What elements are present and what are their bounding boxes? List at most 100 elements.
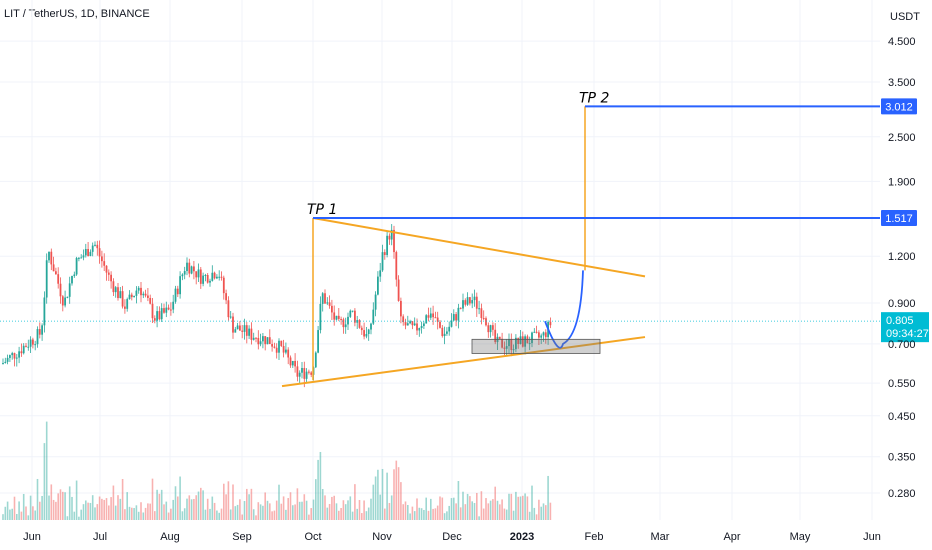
volume-bar xyxy=(324,495,326,520)
candle-body xyxy=(331,305,333,313)
volume-bar xyxy=(71,496,73,520)
volume-bar xyxy=(312,499,315,520)
candle-body xyxy=(80,257,83,259)
volume-bar xyxy=(236,504,239,520)
symbol-title: LIT / TetherUS, 1D, BINANCE xyxy=(4,8,150,20)
volume-bar xyxy=(2,514,4,520)
candle-body xyxy=(498,336,501,339)
candle-body xyxy=(450,320,453,327)
volume-bar xyxy=(542,503,545,520)
candle-body xyxy=(319,303,322,331)
volume-bar xyxy=(528,511,531,520)
price-level-badge xyxy=(881,98,917,115)
candle-body xyxy=(381,252,384,271)
volume-bar xyxy=(308,514,310,520)
volume-bar xyxy=(501,499,503,520)
candle-body xyxy=(11,353,14,356)
volume-bar xyxy=(439,496,441,520)
volume-bar xyxy=(114,505,117,520)
volume-bar xyxy=(34,510,36,520)
tp-label: TP 1 xyxy=(307,202,337,218)
candle-body xyxy=(236,325,239,330)
candles xyxy=(2,224,552,388)
volume-bar xyxy=(480,491,483,520)
volume-bar xyxy=(508,493,510,520)
volume-bar xyxy=(482,508,485,520)
volume-bar xyxy=(499,504,501,520)
candle-body xyxy=(519,336,522,344)
candle-body xyxy=(137,287,140,291)
candle-body xyxy=(107,272,110,275)
candle-body xyxy=(446,331,448,334)
volume-bar xyxy=(404,501,407,520)
volume-bar xyxy=(188,495,191,520)
candle-body xyxy=(282,345,285,353)
candle-body xyxy=(18,351,20,358)
candle-body xyxy=(202,275,204,284)
candle-body xyxy=(485,318,487,326)
volume-bar xyxy=(87,502,89,520)
volume-bar xyxy=(39,501,41,520)
candle-body xyxy=(48,251,50,261)
volume-bar xyxy=(485,498,487,520)
volume-bar xyxy=(103,499,105,520)
volume-bar xyxy=(239,499,241,520)
volume-bar xyxy=(206,498,209,520)
volume-bar xyxy=(524,493,526,520)
candle-body xyxy=(521,336,524,347)
volume-bar xyxy=(446,511,448,520)
volume-bar xyxy=(96,504,99,520)
candle-body xyxy=(9,355,11,358)
volume-bar xyxy=(331,496,333,520)
candle-body xyxy=(308,371,310,373)
volume-bar xyxy=(365,511,368,520)
countdown-label: 09:34:27 xyxy=(886,328,929,340)
volume-bar xyxy=(85,500,87,520)
volume-bar xyxy=(289,492,292,520)
volume-bar xyxy=(264,492,266,520)
candle-body xyxy=(73,274,76,277)
volume-bar xyxy=(344,504,347,520)
y-tick-label: 2.500 xyxy=(888,132,916,144)
candle-body xyxy=(351,310,354,312)
candle-body xyxy=(259,341,262,345)
volume-bar xyxy=(335,503,338,520)
candle-body xyxy=(266,337,269,345)
candle-body xyxy=(397,279,400,301)
tp-label: TP 2 xyxy=(579,90,609,106)
candle-body xyxy=(432,313,434,318)
volume-bar xyxy=(174,486,177,520)
volume-bar xyxy=(492,499,494,520)
volume-bar xyxy=(259,504,262,520)
volume-bar xyxy=(321,489,324,520)
candle-body xyxy=(64,297,66,306)
candle-body xyxy=(544,332,547,338)
volume-bars xyxy=(2,421,552,520)
volume-bar xyxy=(225,494,227,520)
volume-bar xyxy=(193,498,195,520)
volume-bar xyxy=(280,503,283,520)
volume-bar xyxy=(471,501,473,520)
candle-body xyxy=(119,291,122,299)
volume-bar xyxy=(413,511,416,520)
x-tick-label: May xyxy=(790,531,811,543)
volume-bar xyxy=(248,494,250,520)
candle-body xyxy=(395,252,398,280)
candle-body xyxy=(390,229,393,240)
x-tick-label: Dec xyxy=(442,531,462,543)
volume-bar xyxy=(190,499,193,520)
candle-body xyxy=(252,337,255,340)
candle-body xyxy=(365,334,368,337)
candle-body xyxy=(425,315,428,324)
volume-bar xyxy=(397,467,400,520)
candle-body xyxy=(524,336,526,347)
x-tick-label: Jun xyxy=(23,531,41,543)
candle-body xyxy=(82,255,85,258)
x-tick-label: Nov xyxy=(372,531,392,543)
volume-bar xyxy=(402,504,404,520)
candle-body xyxy=(310,372,313,375)
candle-body xyxy=(526,336,529,344)
volume-bar xyxy=(112,485,115,520)
volume-bar xyxy=(512,510,515,520)
